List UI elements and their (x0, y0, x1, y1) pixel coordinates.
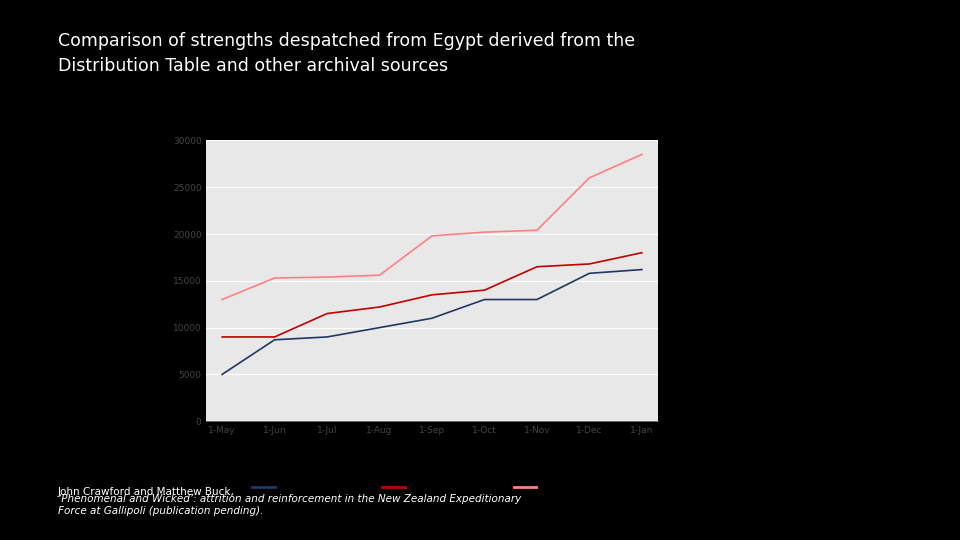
Total In theatre (531, 227, 542, 233)
Cumulative Monthly (269, 336, 280, 343)
Legend: Cumulative Monthly, Dis. Table (Adjusted), Total In theatre: Cumulative Monthly, Dis. Table (Adjusted… (249, 479, 615, 495)
Cumulative Monthly (322, 334, 333, 340)
Total In theatre (584, 174, 595, 181)
Text: Comparison of strengths despatched from Egypt derived from the
Distribution Tabl: Comparison of strengths despatched from … (58, 32, 635, 76)
X-axis label: Date: Date (420, 441, 444, 450)
Total In theatre (479, 229, 491, 235)
Cumulative Monthly (531, 296, 542, 303)
Cumulative Monthly (584, 270, 595, 276)
Dis. Table (Adjusted) (216, 334, 228, 340)
Dis. Table (Adjusted) (426, 292, 438, 298)
Total In theatre (636, 151, 648, 158)
Line: Total In theatre: Total In theatre (222, 154, 642, 300)
Y-axis label: NZEF Personnel: NZEF Personnel (157, 242, 167, 319)
Line: Cumulative Monthly: Cumulative Monthly (222, 269, 642, 374)
Dis. Table (Adjusted) (531, 264, 542, 270)
Total In theatre (426, 233, 438, 239)
Cumulative Monthly (479, 296, 491, 303)
Dis. Table (Adjusted) (322, 310, 333, 317)
Total In theatre (373, 272, 385, 279)
Dis. Table (Adjusted) (373, 304, 385, 310)
Dis. Table (Adjusted) (479, 287, 491, 293)
Line: Dis. Table (Adjusted): Dis. Table (Adjusted) (222, 253, 642, 337)
Text: ‘Phenomenal and Wicked’: attrition and reinforcement in the New Zealand Expediti: ‘Phenomenal and Wicked’: attrition and r… (58, 494, 521, 516)
Cumulative Monthly (426, 315, 438, 321)
Total In theatre (322, 274, 333, 280)
Cumulative Monthly (636, 266, 648, 273)
Total In theatre (216, 296, 228, 303)
Text: John Crawford and Matthew Buck,: John Crawford and Matthew Buck, (58, 487, 238, 497)
Dis. Table (Adjusted) (269, 334, 280, 340)
Cumulative Monthly (373, 325, 385, 331)
Dis. Table (Adjusted) (584, 261, 595, 267)
Total In theatre (269, 275, 280, 281)
Cumulative Monthly (216, 371, 228, 377)
Dis. Table (Adjusted) (636, 249, 648, 256)
